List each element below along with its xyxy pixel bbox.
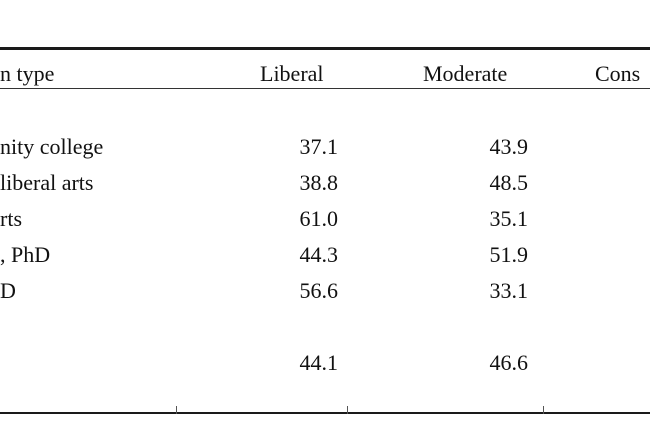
row-moderate-value: 35.1 [489,206,529,231]
row-liberal-value: 56.6 [299,278,339,303]
row-label: rts [0,206,22,231]
total-moderate-value: 46.6 [489,350,529,375]
row-label: nity college [0,134,104,159]
row-liberal-value: 61.0 [299,206,339,231]
column-tick [176,406,177,414]
row-liberal-value: 38.8 [299,170,339,195]
header-rule [0,88,650,89]
column-tick [347,406,348,414]
header-conservative: Cons [595,61,641,86]
row-moderate-value: 33.1 [489,278,529,303]
row-moderate-value: 43.9 [489,134,529,159]
table-top-rule [0,47,650,50]
column-tick [543,406,544,414]
table-bottom-rule [0,412,650,414]
row-moderate-value: 48.5 [489,170,529,195]
row-label: , PhD [0,242,51,267]
header-institution-type: n type [0,61,55,86]
header-liberal: Liberal [260,61,324,86]
row-liberal-value: 37.1 [299,134,339,159]
row-liberal-value: 44.3 [299,242,339,267]
row-label: D [0,278,16,303]
total-liberal-value: 44.1 [299,350,339,375]
header-moderate: Moderate [423,61,508,86]
row-label: liberal arts [0,170,94,195]
row-moderate-value: 51.9 [489,242,529,267]
